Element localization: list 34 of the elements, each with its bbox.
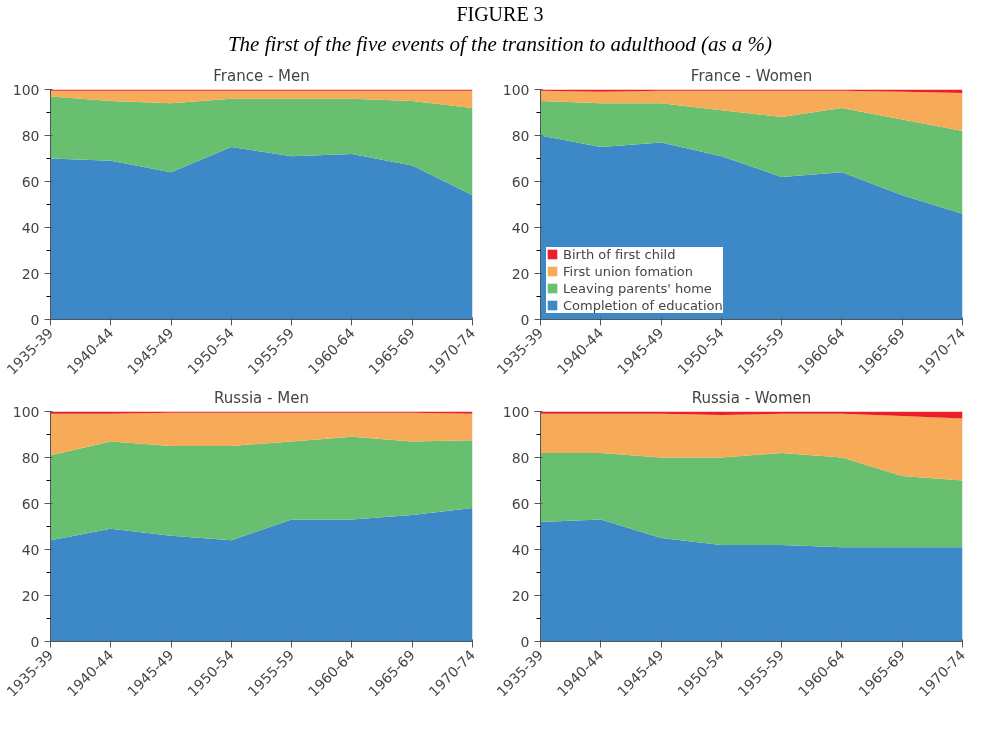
chart-title: Russia - Women: [691, 388, 812, 407]
y-tick-label: 0: [30, 633, 40, 650]
y-tick-label: 60: [21, 495, 40, 512]
y-tick-label: 60: [511, 173, 530, 190]
y-tick-label: 100: [12, 81, 40, 98]
y-tick-label: 40: [511, 219, 530, 236]
y-tick-label: 0: [520, 311, 530, 328]
y-tick-label: 20: [511, 265, 530, 282]
y-tick-label: 40: [511, 541, 530, 558]
chart-title: Russia - Men: [214, 388, 309, 407]
y-tick-label: 60: [21, 173, 40, 190]
caption: FIGURE 3: [456, 2, 544, 27]
y-tick-label: 80: [511, 127, 530, 144]
y-tick-label: 80: [511, 449, 530, 466]
legend-label: First union fomation: [563, 263, 693, 279]
y-tick-label: 40: [21, 541, 40, 558]
y-tick-label: 100: [502, 403, 530, 420]
legend-label: Completion of education: [563, 297, 723, 313]
y-tick-label: 20: [21, 265, 40, 282]
y-tick-label: 0: [520, 633, 530, 650]
y-tick-label: 0: [30, 311, 40, 328]
text: The first of the five events of the transition to adulthood (as a %): [227, 30, 773, 58]
chart-title: France - Men: [213, 66, 310, 85]
legend-label: Leaving parents' home: [563, 280, 712, 296]
legend-label: Birth of first child: [563, 246, 676, 262]
y-tick-label: 40: [21, 219, 40, 236]
y-tick-label: 60: [511, 495, 530, 512]
y-tick-label: 80: [21, 449, 40, 466]
y-tick-label: 80: [21, 127, 40, 144]
y-tick-label: 20: [21, 587, 40, 604]
y-tick-label: 100: [502, 81, 530, 98]
chart-title: France - Women: [690, 66, 813, 85]
y-tick-label: 100: [12, 403, 40, 420]
y-tick-label: 20: [511, 587, 530, 604]
